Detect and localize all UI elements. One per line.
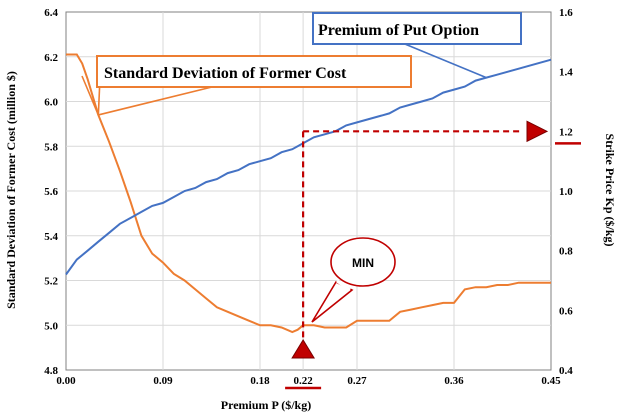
triangle-right-marker [526,120,549,143]
callout-min: MIN [311,237,396,323]
series-line-premium-put-option [65,58,552,276]
y-right-tick-label: 1.0 [559,186,573,198]
y-right-tick-label: 1.4 [559,67,573,79]
x-tick-labels: 0.00 0.09 0.18 0.22 0.27 0.36 0.45 [56,375,561,387]
y-left-tick-label: 6.2 [44,52,58,64]
y-right-tick-label: 1.6 [559,7,573,19]
y-left-tick-label: 5.2 [44,276,58,288]
x-tick-label: 0.27 [347,375,367,387]
triangle-up-marker [291,339,316,359]
x-tick-label: 0.09 [153,375,173,387]
x-axis-title: Premium P ($/kg) [221,398,311,412]
x-tick-label: 0.45 [541,375,561,387]
y-left-tick-label: 4.8 [44,365,58,377]
optimal-markers [285,120,581,390]
y-right-tick-labels: 0.4 0.6 0.8 1.0 1.2 1.4 1.6 [559,7,573,377]
y-left-tick-label: 6.4 [44,7,58,19]
y-left-axis-title: Standard Deviation of Former Cost (milli… [4,71,18,309]
y-left-tick-label: 6.0 [44,97,58,109]
callout-sd-connector-3 [98,85,217,116]
y-right-axis-title: Strike Price Kp ($/kg) [603,134,617,247]
y-left-tick-label: 5.4 [44,231,58,243]
y-right-tick-label: 1.2 [559,126,573,138]
y-left-tick-label: 5.8 [44,141,58,153]
callout-put: Premium of Put Option [312,12,522,45]
callout-sd: Standard Deviation of Former Cost [96,55,412,88]
y-left-tick-label: 5.0 [44,320,58,332]
x-tick-label: 0.22 [293,375,313,387]
callout-sd-text: Standard Deviation of Former Cost [104,65,347,82]
x-tick-label: 0.18 [250,375,270,387]
x-tick-label: 0.36 [444,375,464,387]
callout-put-connector [399,41,487,79]
y-left-tick-labels: 4.8 5.0 5.2 5.4 5.6 5.8 6.0 6.2 6.4 [44,7,58,377]
y-right-tick-label: 0.4 [559,365,573,377]
y-right-tick-label: 0.6 [559,305,573,317]
callout-put-text: Premium of Put Option [318,22,479,39]
optimal-guides [302,130,521,358]
callout-min-text: MIN [352,256,374,270]
x-tick-label: 0.00 [56,375,76,387]
y-right-tick-label: 0.8 [559,246,573,258]
y-left-tick-label: 5.6 [44,186,58,198]
